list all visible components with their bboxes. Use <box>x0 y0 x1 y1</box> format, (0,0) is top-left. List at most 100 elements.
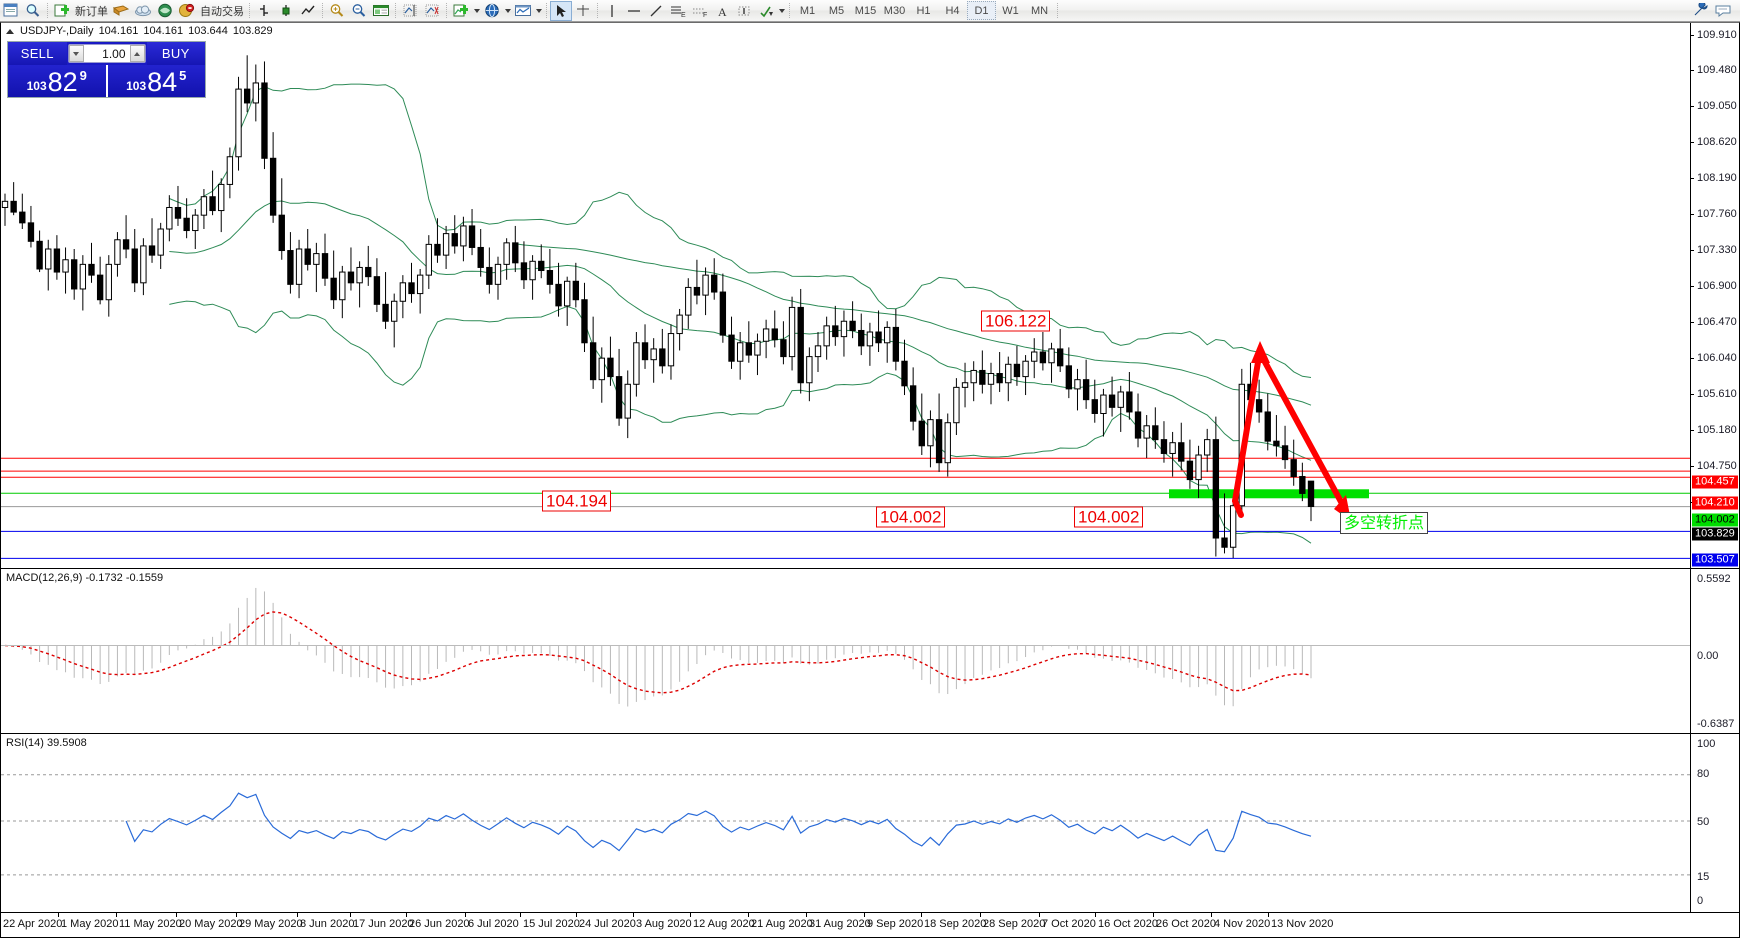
toolbar-separator <box>319 2 326 20</box>
settings-wrench-icon[interactable] <box>1690 1 1712 21</box>
sell-button[interactable]: SELL <box>8 42 67 65</box>
chevron-down-icon[interactable] <box>534 1 543 21</box>
price-chart-plot[interactable] <box>1 23 1690 568</box>
shift-end-icon[interactable] <box>399 1 421 21</box>
crosshair-icon[interactable] <box>572 1 594 21</box>
zoom-icon[interactable] <box>22 1 44 21</box>
one-click-trading-panel[interactable]: SELL 1.00 BUY 103 82 9 103 84 5 <box>7 41 206 98</box>
chat-icon[interactable] <box>1712 1 1734 21</box>
date-label: 22 Apr 2020 <box>3 918 63 930</box>
timeframe-h4[interactable]: H4 <box>945 4 960 17</box>
buy-price-prefix: 103 <box>126 79 147 93</box>
macd-scale[interactable]: 0.5592 0.00 -0.6387 <box>1690 569 1739 733</box>
date-label: 4 Nov 2020 <box>1214 918 1271 930</box>
date-tick <box>633 913 634 917</box>
price-level-badge[interactable]: 104.457 <box>1692 475 1738 489</box>
chevron-down-icon[interactable] <box>503 1 512 21</box>
vertical-line-icon[interactable] <box>601 1 623 21</box>
history-icon[interactable] <box>110 1 132 21</box>
volume-increase-button[interactable] <box>129 45 145 62</box>
rsi-pane[interactable]: RSI(14) 39.5908 <box>1 734 1690 912</box>
macd-pane-divider <box>1 568 1739 569</box>
macd-histogram <box>13 587 1312 707</box>
arrows-icon[interactable] <box>755 1 777 21</box>
zoom-in-icon[interactable] <box>326 1 348 21</box>
zoom-out-icon[interactable] <box>348 1 370 21</box>
new-chart-icon[interactable] <box>0 1 22 21</box>
line-chart-icon[interactable] <box>297 1 319 21</box>
chart-window[interactable]: USDJPY-,Daily 104.161 104.161 103.644 10… <box>0 22 1740 938</box>
cursor-icon[interactable] <box>550 0 572 21</box>
price-tick-label: 105.610 <box>1697 388 1737 400</box>
chart-text-annotation[interactable]: 多空转折点 <box>1340 512 1429 534</box>
timeframe-m30[interactable]: M30 <box>883 4 906 17</box>
chart-text-annotation[interactable]: 104.002 <box>1074 506 1144 528</box>
price-tick-mark <box>1690 286 1694 287</box>
date-tick <box>0 913 1 917</box>
date-label: 29 May 2020 <box>239 918 303 930</box>
macd-pane[interactable]: MACD(12,26,9) -0.1732 -0.1559 <box>1 569 1690 733</box>
date-tick <box>980 913 981 917</box>
volume-stepper[interactable]: 1.00 <box>67 44 146 63</box>
time-axis[interactable]: 22 Apr 2020 1 May 2020 11 May 2020 20 May 2… <box>0 913 1739 937</box>
horizontal-line-icon[interactable] <box>623 1 645 21</box>
auto-trading-label[interactable]: 自动交易 <box>200 5 244 18</box>
sell-price-display[interactable]: 103 82 9 <box>8 65 106 97</box>
buy-price-display[interactable]: 103 84 5 <box>105 65 205 97</box>
chart-text-annotation[interactable]: 104.002 <box>876 506 946 528</box>
text-label-icon[interactable]: A <box>711 1 733 21</box>
toolbar-separator <box>44 2 51 20</box>
chart-text-annotation[interactable]: 104.194 <box>542 490 612 512</box>
text-icon[interactable] <box>733 1 755 21</box>
chevron-down-icon[interactable] <box>777 1 786 21</box>
timeframe-m5[interactable]: M5 <box>828 4 845 17</box>
date-label: 6 Jul 2020 <box>468 918 519 930</box>
trendline-icon[interactable] <box>645 1 667 21</box>
macd-title: MACD(12,26,9) -0.1732 -0.1559 <box>6 572 164 584</box>
new-order-icon[interactable] <box>51 1 73 21</box>
price-level-badge[interactable]: 104.210 <box>1692 496 1738 510</box>
price-tick-label: 108.190 <box>1697 172 1737 184</box>
price-level-badge[interactable]: 103.507 <box>1692 553 1738 567</box>
new-order-label[interactable]: 新订单 <box>75 5 108 18</box>
cloud-icon[interactable] <box>132 1 154 21</box>
date-label: 21 Aug 2020 <box>751 918 813 930</box>
buy-button[interactable]: BUY <box>146 42 205 65</box>
rsi-tick-label: 0 <box>1697 895 1704 907</box>
price-level-badge[interactable]: 104.002 <box>1692 513 1738 527</box>
expert-advisor-icon[interactable] <box>176 1 198 21</box>
volume-input[interactable]: 1.00 <box>83 45 130 62</box>
community-icon[interactable] <box>154 1 176 21</box>
timeframe-d1[interactable]: D1 <box>967 1 996 20</box>
bar-chart-icon[interactable] <box>253 1 275 21</box>
sell-price-main: 82 <box>47 67 78 97</box>
date-tick <box>116 913 117 917</box>
chart-text-annotation[interactable]: 106.122 <box>981 310 1051 332</box>
price-scale[interactable]: 109.910 109.480 109.050 108.620 108.190 107.7… <box>1690 23 1739 616</box>
timeframe-mn[interactable]: MN <box>1030 4 1049 17</box>
date-tick <box>1211 913 1212 917</box>
price-level-badge[interactable]: 103.829 <box>1692 527 1738 541</box>
volume-decrease-button[interactable] <box>68 45 84 62</box>
rsi-title: RSI(14) 39.5908 <box>6 737 87 749</box>
timeframe-w1[interactable]: W1 <box>1002 4 1019 17</box>
rsi-scale-axis-line <box>1690 734 1691 912</box>
timeframe-h1[interactable]: H1 <box>916 4 931 17</box>
templates-icon[interactable] <box>512 1 534 21</box>
auto-scroll-icon[interactable] <box>421 1 443 21</box>
price-pane[interactable]: USDJPY-,Daily 104.161 104.161 103.644 10… <box>1 23 1690 591</box>
collapse-triangle-icon[interactable] <box>6 28 14 34</box>
data-window-icon[interactable] <box>370 1 392 21</box>
buy-price-main: 84 <box>147 67 178 97</box>
community-globe-icon[interactable] <box>481 1 503 21</box>
fibonacci-icon[interactable]: E <box>667 1 689 21</box>
timeframe-m15[interactable]: M15 <box>854 4 877 17</box>
chevron-down-icon[interactable] <box>472 1 481 21</box>
rsi-scale[interactable]: 100 80 50 15 0 <box>1690 734 1739 912</box>
indicators-icon[interactable] <box>450 1 472 21</box>
candlestick-chart-icon[interactable] <box>275 1 297 21</box>
equidistant-channel-icon[interactable]: F <box>689 1 711 21</box>
time-axis-divider <box>1 912 1739 913</box>
timeframe-m1[interactable]: M1 <box>799 4 816 17</box>
price-tick-mark <box>1690 35 1694 36</box>
